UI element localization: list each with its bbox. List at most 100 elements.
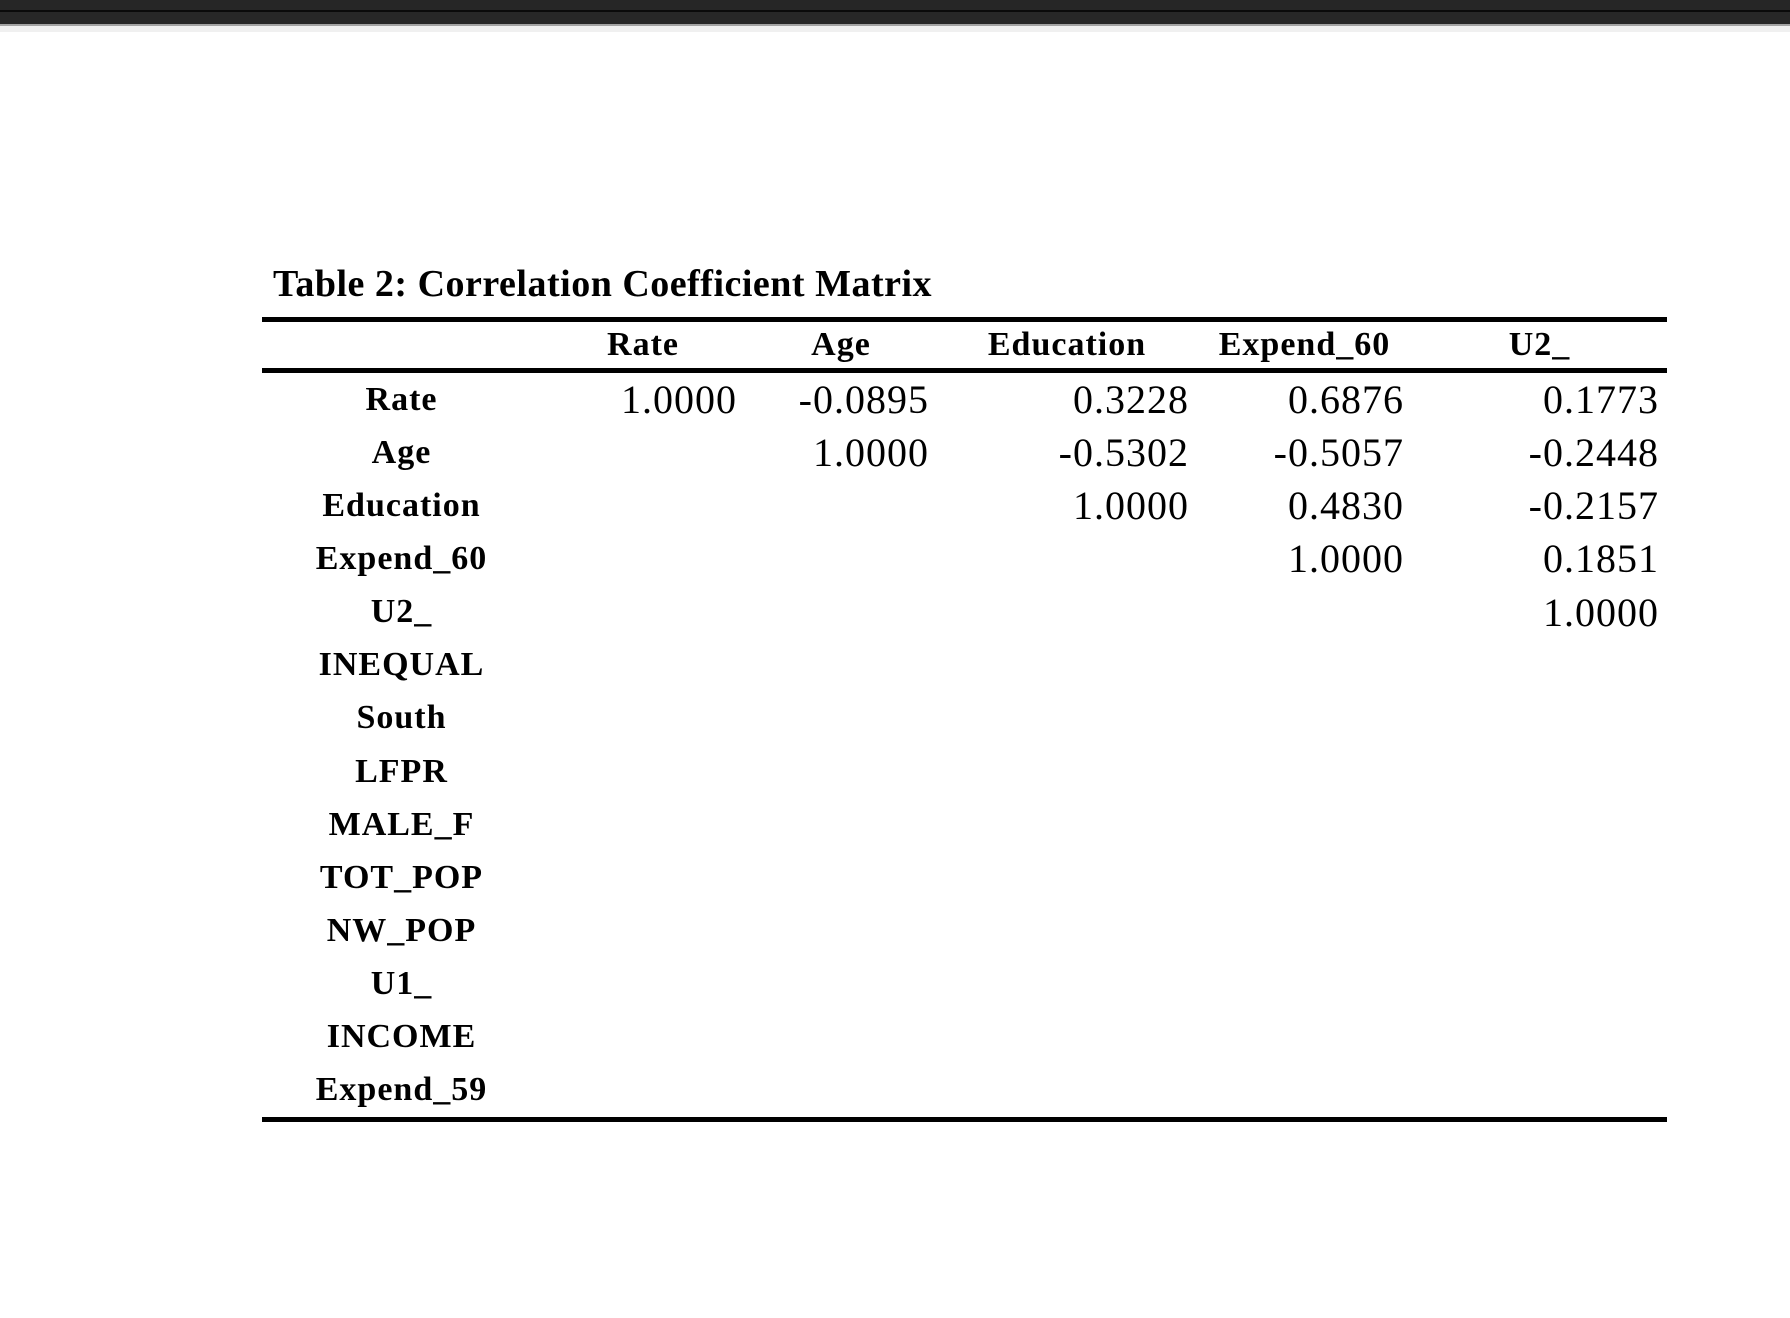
matrix-value [745, 851, 937, 904]
matrix-value [745, 586, 937, 639]
column-header-expend60: Expend_60 [1218, 326, 1391, 363]
matrix-value [541, 851, 745, 904]
matrix-value [1197, 958, 1412, 1011]
matrix-value [745, 745, 937, 798]
matrix-value [541, 798, 745, 851]
window-chrome [0, 0, 1790, 32]
header-cell-empty [262, 322, 541, 368]
matrix-value [541, 904, 745, 957]
matrix-value [1412, 851, 1667, 904]
matrix-value [541, 958, 745, 1011]
matrix-value [1197, 745, 1412, 798]
window-titlebar [0, 0, 1790, 10]
matrix-value [937, 692, 1197, 745]
matrix-value [745, 958, 937, 1011]
matrix-value: 1.0000 [1288, 536, 1404, 582]
matrix-value [1197, 904, 1412, 957]
matrix-value [1412, 745, 1667, 798]
table-row: Rate 1.0000 -0.0895 0.3228 0.6876 0.1773 [262, 373, 1667, 426]
matrix-value: 1.0000 [813, 430, 929, 476]
table-header-row: Rate Age Education Expend_60 U2_ [262, 322, 1667, 368]
matrix-value [541, 692, 745, 745]
matrix-value [745, 479, 937, 532]
matrix-value: 0.6876 [1288, 377, 1404, 423]
titlebar-divider [0, 10, 1790, 12]
matrix-value [1197, 1064, 1412, 1117]
matrix-value [541, 586, 745, 639]
matrix-value [541, 532, 745, 585]
table-row: Age 1.0000 -0.5302 -0.5057 -0.2448 [262, 426, 1667, 479]
matrix-value [745, 692, 937, 745]
row-label: Rate [365, 380, 438, 418]
matrix-value [541, 426, 745, 479]
document-page: Table 2: Correlation Coefficient Matrix … [0, 32, 1790, 1318]
table-row: INEQUAL [262, 639, 1667, 692]
table-row: Expend_59 [262, 1064, 1667, 1117]
matrix-value: -0.5057 [1273, 430, 1404, 476]
table-header-rule [262, 368, 1667, 373]
column-header-age: Age [811, 326, 871, 363]
matrix-value [1412, 1011, 1667, 1064]
matrix-value [1412, 692, 1667, 745]
table-bottom-rule [262, 1117, 1667, 1122]
matrix-value: 1.0000 [1543, 589, 1659, 635]
column-header-education: Education [987, 326, 1147, 363]
toolbar-border [0, 24, 1790, 26]
matrix-value [937, 1011, 1197, 1064]
matrix-value: 1.0000 [621, 377, 737, 423]
column-header-u2: U2_ [1508, 326, 1571, 363]
page-margin-strip [0, 26, 1790, 32]
matrix-value [541, 639, 745, 692]
table-top-rule [262, 317, 1667, 322]
matrix-value: 0.4830 [1288, 483, 1404, 529]
row-label: Education [322, 486, 481, 524]
table-row: U2_ 1.0000 [262, 586, 1667, 639]
matrix-value [745, 532, 937, 585]
row-label: Age [371, 433, 432, 471]
matrix-value [541, 1064, 745, 1117]
matrix-value: -0.2448 [1528, 430, 1659, 476]
matrix-value [1197, 798, 1412, 851]
matrix-value [937, 1064, 1197, 1117]
row-label: U1_ [370, 965, 433, 1003]
row-label: TOT_POP [319, 858, 484, 896]
viewer-toolbar [0, 12, 1790, 24]
table-body: Rate 1.0000 -0.0895 0.3228 0.6876 0.1773 Age 1.… [262, 373, 1667, 1117]
row-label: LFPR [355, 752, 448, 790]
matrix-value: -0.2157 [1528, 483, 1659, 529]
matrix-value [1197, 639, 1412, 692]
row-label: MALE_F [328, 805, 475, 843]
matrix-value [1412, 958, 1667, 1011]
matrix-value [1197, 851, 1412, 904]
matrix-value: 0.1773 [1543, 377, 1659, 423]
matrix-value [1412, 904, 1667, 957]
table-title: Table 2: Correlation Coefficient Matrix [273, 263, 933, 305]
matrix-value [937, 532, 1197, 585]
matrix-value [937, 745, 1197, 798]
row-label: U2_ [370, 593, 433, 631]
matrix-value [745, 798, 937, 851]
matrix-value [745, 1064, 937, 1117]
row-label: Expend_60 [315, 539, 488, 577]
matrix-value [541, 745, 745, 798]
table-row: Education 1.0000 0.4830 -0.2157 [262, 479, 1667, 532]
table-row: Expend_60 1.0000 0.1851 [262, 532, 1667, 585]
row-label: Expend_59 [315, 1071, 488, 1109]
table-row: INCOME [262, 1011, 1667, 1064]
row-label: NW_POP [326, 911, 477, 949]
table-row: TOT_POP [262, 851, 1667, 904]
row-label: INEQUAL [318, 646, 485, 684]
matrix-value [1412, 639, 1667, 692]
row-label: INCOME [326, 1018, 477, 1056]
matrix-value [1412, 1064, 1667, 1117]
matrix-value: -0.5302 [1058, 430, 1189, 476]
matrix-value [1197, 586, 1412, 639]
matrix-value [937, 851, 1197, 904]
table-row: MALE_F [262, 798, 1667, 851]
matrix-value [937, 586, 1197, 639]
matrix-value [1197, 1011, 1412, 1064]
matrix-value: 1.0000 [1073, 483, 1189, 529]
matrix-value [937, 958, 1197, 1011]
matrix-value [745, 639, 937, 692]
